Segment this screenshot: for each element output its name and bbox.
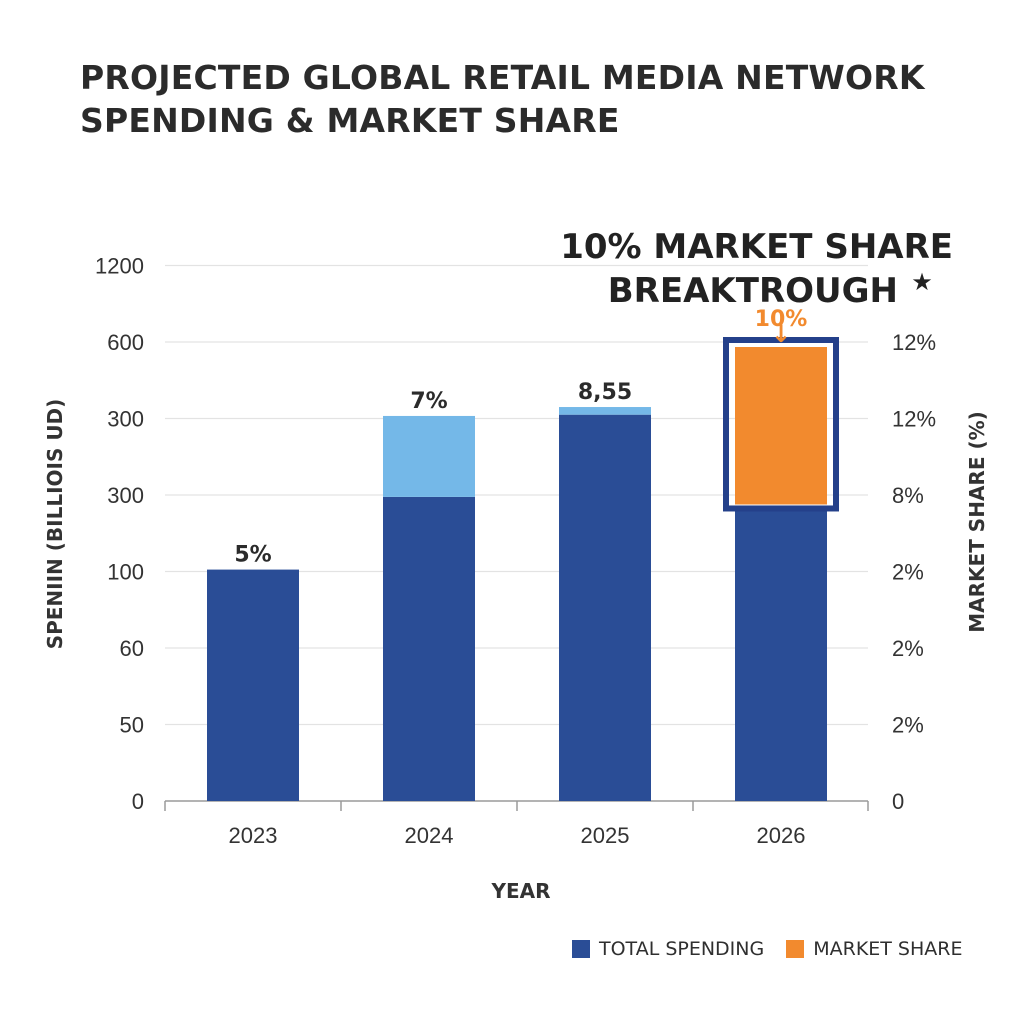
chart-title: PROJECTED GLOBAL RETAIL MEDIA NETWORK SP… (80, 56, 960, 142)
y-tick-label: 600 (107, 330, 144, 355)
bar-total-spending-2026[interactable] (735, 506, 827, 801)
legend-swatch-total-spending (572, 940, 590, 958)
x-tick-label-2024: 2024 (405, 823, 454, 848)
legend-item-market-share[interactable]: MARKET SHARE (786, 938, 963, 960)
y2-tick-label: 2% (892, 713, 924, 738)
y2-tick-label: 12% (892, 407, 936, 432)
bar-total-spending-2023[interactable] (207, 569, 299, 801)
y-tick-label: 60 (120, 636, 144, 661)
y-tick-label: 50 (120, 713, 144, 738)
y2-tick-label: 2% (892, 636, 924, 661)
annotation-line-1: 10% MARKET SHARE (560, 227, 953, 267)
y-tick-label: 300 (107, 483, 144, 508)
bars (207, 337, 839, 801)
highlight-frame (723, 337, 839, 512)
labels: 5% 2023 7% 2024 8,55 2025 10% 2026 YEAR SPENIIN (… (43, 227, 989, 903)
chart-title-text: PROJECTED GLOBAL RETAIL MEDIA NETWORK SP… (80, 58, 925, 140)
y2-tick-label: 8% (892, 483, 924, 508)
star-icon: ★ (911, 268, 933, 296)
bar-value-label-2025: 8,55 (578, 380, 632, 405)
legend-label-total-spending: TOTAL SPENDING (599, 938, 765, 960)
y-tick-label: 300 (107, 407, 144, 432)
bar-total-spending-2024[interactable] (383, 496, 475, 801)
legend-swatch-market-share (786, 940, 805, 958)
y2-tick-label: 0 (892, 789, 904, 814)
bar-value-label-2023: 5% (234, 543, 271, 568)
bar-value-label-2024: 7% (410, 389, 447, 414)
x-tick-label-2026: 2026 (757, 823, 806, 848)
y-tick-label: 1200 (95, 254, 144, 279)
bar-market-share-2025[interactable] (559, 407, 651, 415)
bar-market-share-2026[interactable] (735, 347, 827, 505)
bar-value-label-2026: 10% (755, 307, 808, 332)
y-tick-label: 0 (132, 789, 144, 814)
bar-total-spending-2025[interactable] (559, 414, 651, 801)
y2-tick-label: 12% (892, 330, 936, 355)
annotation-line-2: BREAKTROUGH (608, 271, 898, 311)
legend-item-total-spending[interactable]: TOTAL SPENDING (572, 938, 764, 960)
legend: TOTAL SPENDING MARKET SHARE (572, 938, 963, 960)
x-axis-title: YEAR (490, 879, 550, 903)
y2-axis-title: MARKET SHARE (%) (965, 411, 989, 633)
x-tick-label-2023: 2023 (229, 823, 278, 848)
y2-tick-label: 2% (892, 560, 924, 585)
bar-market-share-2024[interactable] (383, 415, 475, 497)
x-tick-label-2025: 2025 (581, 823, 630, 848)
arrow-down-icon: ↓ (771, 320, 791, 348)
legend-label-market-share: MARKET SHARE (813, 938, 963, 960)
y-tick-label: 100 (107, 560, 144, 585)
y-axis-title: SPENIIN (BILLIOIS UD) (43, 399, 67, 650)
